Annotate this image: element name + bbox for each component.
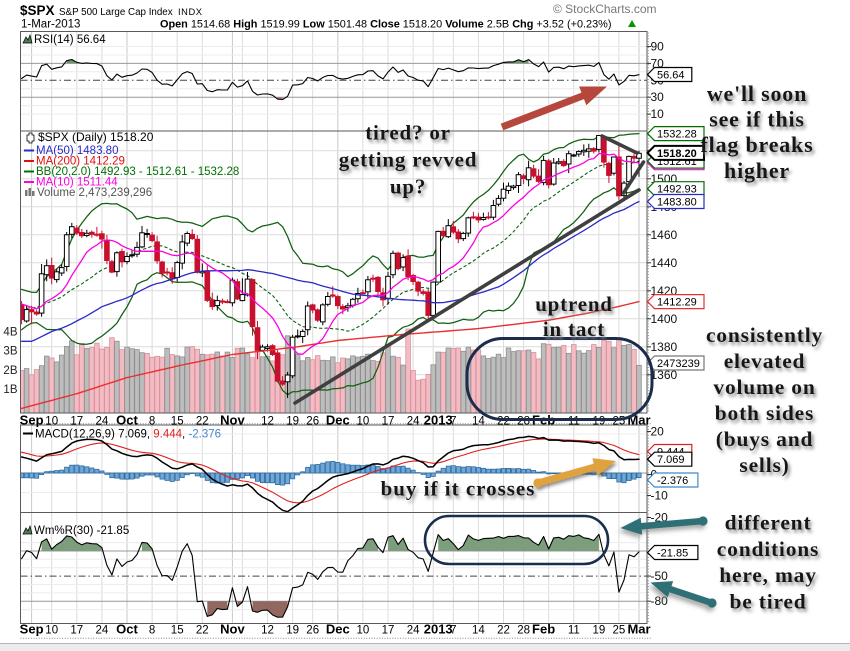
svg-text:Sep: Sep — [20, 622, 44, 637]
svg-text:buy if it crosses: buy if it crosses — [381, 477, 536, 501]
svg-text:1518.20: 1518.20 — [657, 148, 697, 160]
svg-text:28: 28 — [517, 416, 530, 428]
svg-text:19: 19 — [286, 416, 299, 428]
svg-text:-80: -80 — [651, 594, 669, 608]
svg-text:Nov: Nov — [220, 622, 245, 637]
svg-text:17: 17 — [70, 416, 83, 428]
svg-text:1440: 1440 — [651, 256, 678, 270]
svg-text:10: 10 — [651, 107, 665, 121]
svg-text:1360: 1360 — [651, 368, 678, 382]
svg-text:17: 17 — [382, 625, 395, 637]
svg-text:2013: 2013 — [424, 413, 453, 428]
svg-text:10: 10 — [357, 625, 370, 637]
svg-text:7: 7 — [450, 625, 456, 637]
svg-text:8: 8 — [149, 625, 155, 637]
svg-text:1492.93: 1492.93 — [657, 184, 697, 196]
svg-text:14: 14 — [472, 625, 485, 637]
svg-text:Mar: Mar — [627, 622, 650, 637]
svg-text:30: 30 — [651, 90, 665, 104]
svg-text:4B: 4B — [3, 326, 17, 338]
svg-text:Oct: Oct — [116, 622, 138, 637]
svg-text:10: 10 — [357, 416, 370, 428]
svg-text:1400: 1400 — [651, 312, 678, 326]
svg-text:1483.80: 1483.80 — [657, 197, 697, 209]
svg-text:-21.85: -21.85 — [657, 548, 688, 560]
svg-text:56.64: 56.64 — [657, 70, 685, 82]
svg-text:-2.376: -2.376 — [657, 475, 688, 487]
svg-text:BB(20,2.0) 1492.93 - 1512.61 -: BB(20,2.0) 1492.93 - 1512.61 - 1532.28 — [36, 166, 239, 178]
svg-text:Feb: Feb — [532, 622, 555, 637]
svg-text:12: 12 — [261, 625, 274, 637]
svg-text:1460: 1460 — [651, 228, 678, 242]
svg-text:22: 22 — [497, 625, 510, 637]
svg-text:17: 17 — [382, 416, 395, 428]
svg-text:2B: 2B — [3, 365, 17, 377]
svg-text:22: 22 — [196, 625, 209, 637]
svg-text:Nov: Nov — [220, 413, 245, 428]
svg-text:24: 24 — [407, 416, 420, 428]
svg-text:15: 15 — [171, 416, 184, 428]
svg-text:2013: 2013 — [424, 622, 453, 637]
svg-text:Open 1514.68 High 1519.99 Low: Open 1514.68 High 1519.99 Low 1501.48 Cl… — [160, 19, 611, 31]
svg-text:90: 90 — [651, 40, 665, 54]
svg-text:Oct: Oct — [116, 413, 138, 428]
svg-text:19: 19 — [593, 416, 606, 428]
svg-text:22: 22 — [196, 416, 209, 428]
svg-text:14: 14 — [472, 416, 485, 428]
svg-text:Sep: Sep — [20, 413, 44, 428]
svg-text:S&P 500 Large Cap Index: S&P 500 Large Cap Index — [59, 7, 173, 18]
svg-text:© StockCharts.com: © StockCharts.com — [553, 2, 657, 16]
svg-text:19: 19 — [286, 625, 299, 637]
svg-text:24: 24 — [96, 416, 109, 428]
svg-text:8: 8 — [149, 416, 155, 428]
svg-text:26: 26 — [306, 416, 319, 428]
svg-text:11: 11 — [568, 625, 580, 637]
svg-text:RSI(14) 56.64: RSI(14) 56.64 — [34, 34, 106, 46]
svg-text:MA(50) 1483.80: MA(50) 1483.80 — [36, 145, 118, 157]
svg-text:1B: 1B — [3, 384, 17, 396]
svg-text:MA(10) 1511.44: MA(10) 1511.44 — [36, 177, 118, 189]
svg-text:25: 25 — [613, 625, 626, 637]
svg-text:-50: -50 — [651, 569, 669, 583]
svg-text:10: 10 — [45, 416, 58, 428]
svg-text:Volume 2,473,239,296: Volume 2,473,239,296 — [37, 187, 152, 199]
svg-text:20: 20 — [651, 425, 665, 439]
svg-text:7: 7 — [450, 416, 456, 428]
svg-text:1532.28: 1532.28 — [657, 129, 697, 141]
svg-text:15: 15 — [171, 625, 184, 637]
svg-text:$SPX (Daily) 1518.20: $SPX (Daily) 1518.20 — [38, 130, 154, 144]
svg-text:Dec: Dec — [326, 622, 350, 637]
svg-text:24: 24 — [407, 625, 420, 637]
svg-text:24: 24 — [96, 625, 109, 637]
svg-text:12: 12 — [261, 416, 274, 428]
svg-text:2473239: 2473239 — [657, 358, 700, 370]
svg-text:7.069: 7.069 — [657, 454, 685, 466]
svg-text:-10: -10 — [651, 489, 669, 503]
svg-text:17: 17 — [70, 625, 83, 637]
svg-text:26: 26 — [306, 625, 319, 637]
svg-text:28: 28 — [517, 625, 530, 637]
svg-text:MACD(12,26,9) 7.069, 9.444, -2: MACD(12,26,9) 7.069, 9.444, -2.376 — [35, 429, 221, 441]
svg-text:22: 22 — [497, 416, 510, 428]
svg-text:$SPX: $SPX — [20, 3, 55, 18]
svg-text:1-Mar-2013: 1-Mar-2013 — [21, 19, 80, 31]
svg-text:Wm%R(30) -21.85: Wm%R(30) -21.85 — [34, 525, 129, 537]
svg-text:Dec: Dec — [326, 413, 350, 428]
svg-text:3B: 3B — [3, 346, 17, 358]
svg-text:10: 10 — [45, 625, 58, 637]
svg-text:1380: 1380 — [651, 340, 678, 354]
svg-text:1412.29: 1412.29 — [657, 297, 697, 309]
svg-text:MA(200) 1412.29: MA(200) 1412.29 — [36, 156, 125, 168]
svg-text:11: 11 — [568, 416, 580, 428]
svg-text:INDX: INDX — [178, 7, 203, 17]
svg-text:19: 19 — [593, 625, 606, 637]
svg-text:-20: -20 — [651, 511, 669, 525]
